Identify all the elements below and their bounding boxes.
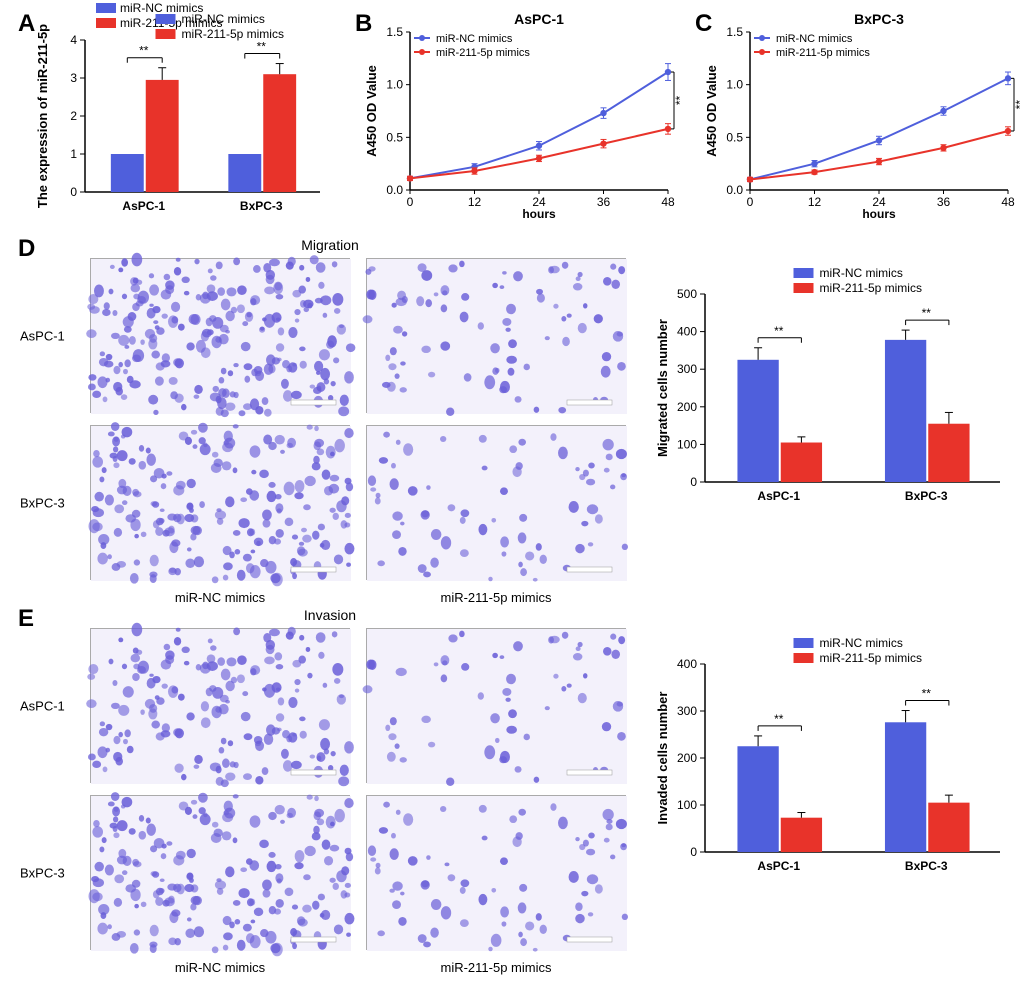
figure-root: A miR-NC mimics miR-211-5p mimics 01234T… [0,0,1020,999]
svg-text:**: ** [257,40,267,54]
row-label: BxPC-3 [20,865,65,880]
svg-text:300: 300 [677,362,697,376]
svg-text:0: 0 [690,475,697,489]
svg-text:AsPC-1: AsPC-1 [757,859,800,873]
svg-text:0: 0 [70,185,77,199]
panel-d-chart: 0 100 200 300 400 500 Migrated cells number ** A… [650,260,1010,510]
micrograph [90,628,350,783]
panel-d-letter: D [18,235,35,263]
svg-text:36: 36 [937,195,951,209]
svg-text:**: ** [774,324,784,338]
micrograph [366,795,626,950]
svg-text:0.5: 0.5 [726,130,743,144]
panel-b-chart: AsPC-10.00.51.01.5A450 OD Value012243648… [360,10,690,220]
svg-text:A450 OD Value: A450 OD Value [704,65,719,157]
svg-text:200: 200 [677,400,697,414]
panel-e-chart: 0 100 200 300 400 Invaded cells number ** AsPC-… [650,630,1010,880]
svg-text:BxPC-3: BxPC-3 [854,11,904,27]
svg-text:**: ** [139,44,149,58]
svg-text:**: ** [922,306,932,320]
svg-text:miR-211-5p mimics: miR-211-5p mimics [436,47,530,59]
row-label: AsPC-1 [20,698,65,713]
svg-text:miR-211-5p mimics: miR-211-5p mimics [820,651,922,665]
svg-text:36: 36 [597,195,611,209]
svg-text:1.0: 1.0 [726,78,743,92]
panel-d-title: Migration [301,237,359,253]
panel-e-title: Invasion [304,607,356,623]
svg-text:2: 2 [70,109,77,123]
svg-text:AsPC-1: AsPC-1 [122,199,165,213]
micrograph [90,795,350,950]
svg-text:miR-NC mimics: miR-NC mimics [776,33,853,45]
svg-text:hours: hours [862,207,896,221]
svg-text:**: ** [922,687,932,701]
micrograph [366,425,626,580]
svg-text:400: 400 [677,657,697,671]
col-label: miR-211-5p mimics [441,590,552,605]
svg-text:4: 4 [70,33,77,47]
svg-text:1.0: 1.0 [386,78,403,92]
svg-text:A450 OD Value: A450 OD Value [364,65,379,157]
svg-text:100: 100 [677,798,697,812]
col-label: miR-NC mimics [175,960,265,975]
svg-text:300: 300 [677,704,697,718]
svg-text:400: 400 [677,325,697,339]
svg-text:miR-211-5p mimics: miR-211-5p mimics [776,47,870,59]
row-label: BxPC-3 [20,495,65,510]
svg-text:1: 1 [70,147,77,161]
svg-text:Invaded cells number: Invaded cells number [655,692,670,825]
micrograph [90,258,350,413]
micrograph [366,628,626,783]
svg-text:miR-211-5p mimics: miR-211-5p mimics [182,27,284,41]
svg-text:48: 48 [1001,195,1015,209]
svg-text:0: 0 [747,195,754,209]
svg-text:3: 3 [70,71,77,85]
svg-text:BxPC-3: BxPC-3 [240,199,283,213]
svg-text:0.5: 0.5 [386,130,403,144]
micrograph [366,258,626,413]
svg-text:miR-NC mimics: miR-NC mimics [436,33,513,45]
svg-text:BxPC-3: BxPC-3 [905,859,948,873]
svg-text:1.5: 1.5 [726,25,743,39]
svg-text:miR-211-5p mimics: miR-211-5p mimics [820,281,922,295]
svg-text:1.5: 1.5 [386,25,403,39]
svg-text:miR-NC mimics: miR-NC mimics [820,636,903,650]
svg-text:Migrated cells number: Migrated cells number [655,319,670,457]
svg-text:**: ** [1013,100,1020,110]
svg-text:AsPC-1: AsPC-1 [757,489,800,503]
svg-text:BxPC-3: BxPC-3 [905,489,948,503]
panel-a-chart: 0 1 2 3 4 The expression of miR-211-5p ** AsPC-… [30,10,330,220]
svg-text:**: ** [673,95,687,105]
svg-text:The expression of miR-211-5p: The expression of miR-211-5p [35,24,50,208]
svg-text:200: 200 [677,751,697,765]
col-label: miR-211-5p mimics [441,960,552,975]
micrograph [90,425,350,580]
svg-text:**: ** [774,712,784,726]
row-label: AsPC-1 [20,328,65,343]
panel-e-letter: E [18,605,34,633]
panel-c-chart: BxPC-30.00.51.01.5A450 OD Value012243648… [700,10,1020,220]
svg-text:12: 12 [808,195,822,209]
svg-text:12: 12 [468,195,482,209]
svg-text:48: 48 [661,195,675,209]
svg-text:miR-NC mimics: miR-NC mimics [182,12,265,26]
svg-text:0: 0 [690,845,697,859]
svg-text:miR-NC mimics: miR-NC mimics [820,266,903,280]
svg-text:AsPC-1: AsPC-1 [514,11,564,27]
svg-text:hours: hours [522,207,556,221]
svg-text:0: 0 [407,195,414,209]
svg-text:0.0: 0.0 [386,183,403,197]
svg-text:100: 100 [677,437,697,451]
col-label: miR-NC mimics [175,590,265,605]
svg-text:500: 500 [677,287,697,301]
svg-text:0.0: 0.0 [726,183,743,197]
